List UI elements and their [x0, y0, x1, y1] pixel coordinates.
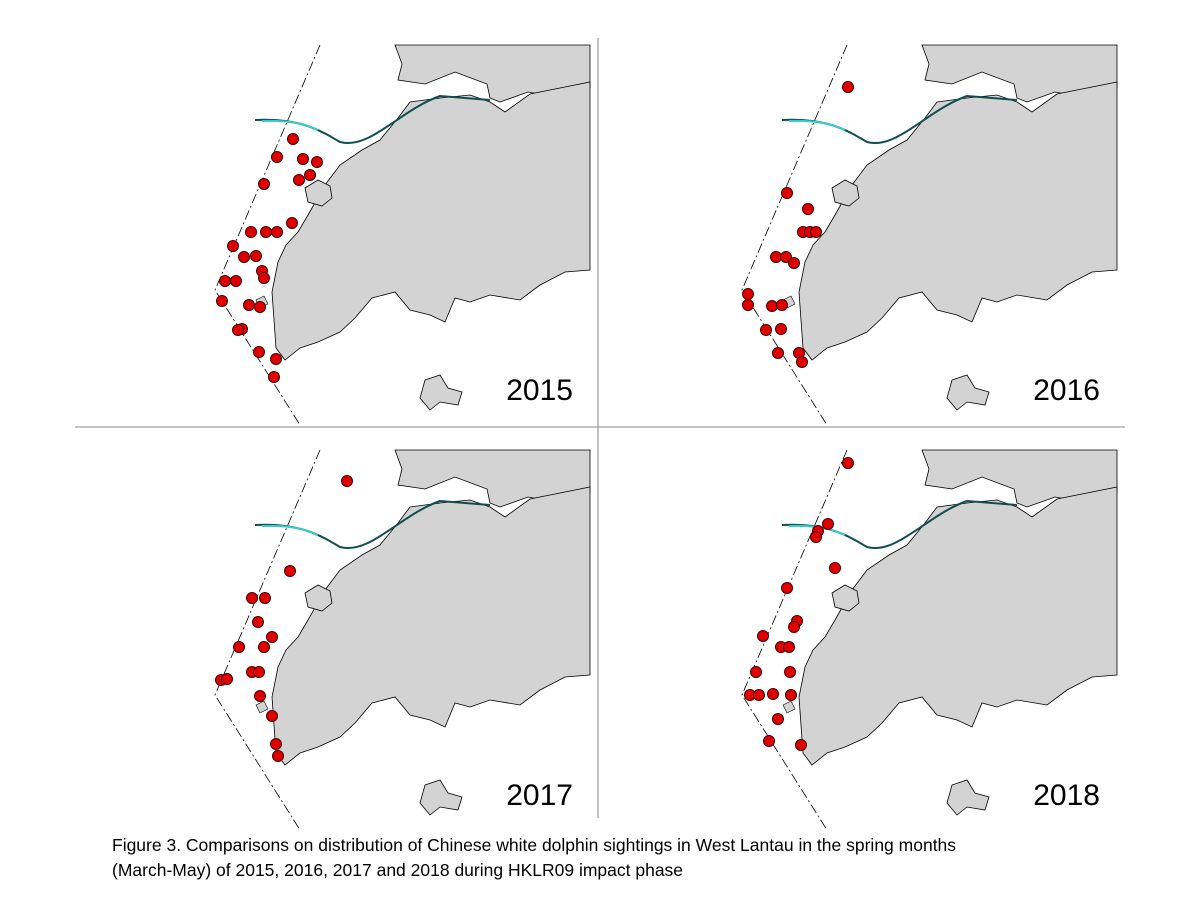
caption: (March-May) of 2015, 2016, 2017 and 2018…: [112, 860, 683, 880]
sighting: [254, 690, 266, 702]
sighting: [810, 531, 822, 543]
sighting: [802, 203, 814, 215]
map-panel: 2018: [741, 449, 1118, 831]
sighting: [243, 299, 255, 311]
map-panel: 2017: [214, 449, 591, 831]
sighting: [772, 347, 784, 359]
sighting: [775, 323, 787, 335]
sighting: [238, 251, 250, 263]
sighting: [341, 475, 353, 487]
sighting: [221, 673, 233, 685]
sighting: [304, 169, 316, 181]
sighting: [253, 346, 265, 358]
sighting: [781, 187, 793, 199]
sighting: [270, 738, 282, 750]
sighting: [216, 295, 228, 307]
sighting: [271, 151, 283, 163]
sighting: [783, 641, 795, 653]
sighting: [776, 299, 788, 311]
sighting: [760, 324, 772, 336]
sighting: [245, 226, 257, 238]
sighting: [795, 739, 807, 751]
sighting: [230, 275, 242, 287]
sighting: [258, 272, 270, 284]
sighting: [270, 353, 282, 365]
sighting: [253, 666, 265, 678]
panel-label: 2017: [506, 779, 573, 812]
sighting: [757, 630, 769, 642]
sighting: [742, 288, 754, 300]
sighting: [271, 226, 283, 238]
sighting: [284, 565, 296, 577]
sighting: [788, 257, 800, 269]
coastline: [214, 44, 591, 426]
sighting: [753, 689, 765, 701]
sighting: [767, 688, 779, 700]
sighting: [785, 689, 797, 701]
sighting: [259, 592, 271, 604]
sighting: [788, 621, 800, 633]
sighting: [780, 251, 792, 263]
sighting: [268, 371, 280, 383]
sighting: [750, 666, 762, 678]
sighting: [250, 250, 262, 262]
sighting: [254, 301, 266, 313]
sighting: [258, 178, 270, 190]
sighting: [266, 710, 278, 722]
sighting: [742, 299, 754, 311]
sighting: [784, 666, 796, 678]
sighting: [287, 133, 299, 145]
sighting: [272, 750, 284, 762]
map-panel: 2015: [214, 44, 591, 426]
sighting: [829, 562, 841, 574]
sighting: [311, 156, 323, 168]
sighting: [822, 518, 834, 530]
sighting: [227, 240, 239, 252]
caption: Figure 3. Comparisons on distribution of…: [112, 835, 956, 855]
sighting: [260, 226, 272, 238]
sighting: [842, 457, 854, 469]
map-panel: 2016: [741, 44, 1118, 426]
sighting: [232, 324, 244, 336]
panel-label: 2016: [1033, 374, 1100, 407]
sighting: [252, 616, 264, 628]
sighting: [258, 641, 270, 653]
sighting: [772, 713, 784, 725]
panel-label: 2018: [1033, 779, 1100, 812]
panel-label: 2015: [506, 374, 573, 407]
sighting: [781, 582, 793, 594]
sighting: [219, 275, 231, 287]
sighting: [297, 153, 309, 165]
sighting: [266, 631, 278, 643]
sighting: [770, 251, 782, 263]
sighting: [796, 356, 808, 368]
sighting: [233, 641, 245, 653]
coastline: [741, 449, 1118, 831]
sighting: [286, 217, 298, 229]
sighting: [842, 81, 854, 93]
sighting: [763, 735, 775, 747]
sighting: [810, 226, 822, 238]
sighting: [246, 592, 258, 604]
sighting: [293, 174, 305, 186]
sighting: [766, 300, 778, 312]
